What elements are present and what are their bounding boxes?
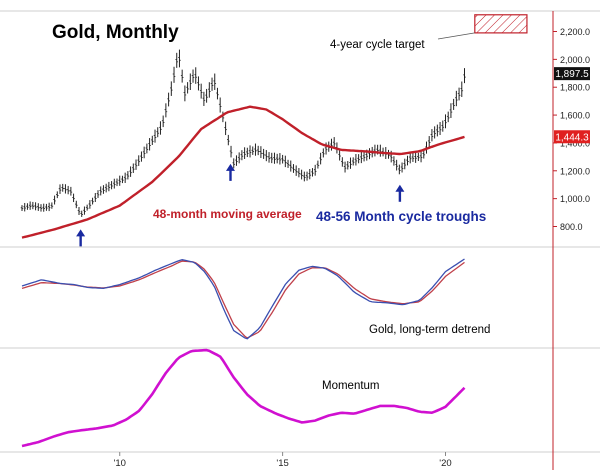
time-axis-tick-label: '20 [439, 458, 451, 469]
price-axis-tick-label: 2,000.0 [560, 55, 590, 65]
chart-title: Gold, Monthly [52, 22, 179, 43]
price-axis-tick-label: 800.0 [560, 222, 583, 232]
price-axis-tick-label: 1,200.0 [560, 166, 590, 176]
detrend-panel-label: Gold, long-term detrend [369, 324, 490, 336]
momentum-panel-label: Momentum [322, 380, 380, 392]
price-axis-tick-label: 2,200.0 [560, 27, 590, 37]
last-price-box [554, 67, 590, 81]
time-axis-ticks: '10 '15 '20 [114, 452, 452, 469]
detrend-fast-line [21, 258, 465, 340]
cycle-target-leader-line [437, 32, 475, 40]
price-axis-ticks: 800.0 1,000.0 1,200.0 1,400.0 1,600.0 1,800.0… [553, 27, 590, 232]
cycle-trough-arrow-head [225, 163, 235, 171]
target-annotation: 4-year cycle target [330, 39, 425, 51]
cycle-trough-arrows [76, 163, 405, 247]
moving-average-value-box [554, 130, 590, 144]
time-axis-tick-label: '15 [276, 458, 288, 469]
last-price-label: 1,897.5 [555, 69, 589, 80]
cycle-troughs-annotation: 48-56 Month cycle troughs [316, 209, 486, 224]
moving-average-value-label: 1,444.3 [555, 132, 589, 143]
moving-average-annotation: 48-month moving average [153, 207, 302, 221]
price-axis-tick-label: 1,000.0 [560, 194, 590, 204]
price-axis-tick-label: 1,800.0 [560, 83, 590, 93]
cycle-trough-arrow-head [76, 229, 86, 237]
time-axis-tick-label: '10 [114, 458, 126, 469]
momentum-line [21, 348, 466, 448]
price-axis-tick-label: 1,600.0 [560, 111, 590, 121]
price-bars [20, 49, 466, 217]
moving-average-line [21, 105, 465, 239]
price-axis-tick-label: 1,400.0 [560, 138, 590, 148]
cycle-target-box [474, 14, 528, 34]
cycle-trough-arrow-head [395, 184, 405, 192]
